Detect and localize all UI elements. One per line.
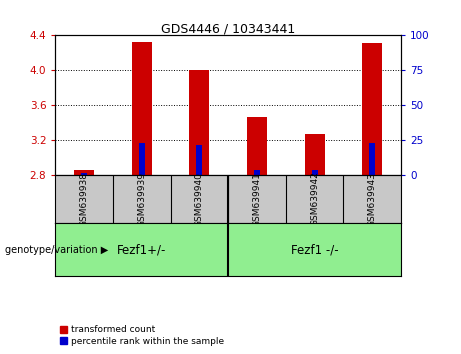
Bar xyxy=(74,170,94,175)
Bar xyxy=(254,170,260,175)
Bar xyxy=(312,170,318,175)
Bar xyxy=(247,116,267,175)
Text: Fezf1 -/-: Fezf1 -/- xyxy=(291,243,338,256)
Text: GSM639939: GSM639939 xyxy=(137,172,146,227)
Bar xyxy=(369,143,375,175)
Text: GSM639938: GSM639938 xyxy=(80,172,89,227)
Text: genotype/variation ▶: genotype/variation ▶ xyxy=(5,245,108,255)
Bar xyxy=(305,134,325,175)
Text: GSM639940: GSM639940 xyxy=(195,172,204,227)
Bar xyxy=(196,144,202,175)
Bar xyxy=(189,70,209,175)
Bar xyxy=(81,173,87,175)
Text: GSM639943: GSM639943 xyxy=(368,172,377,227)
Bar xyxy=(132,41,152,175)
Text: Fezf1+/-: Fezf1+/- xyxy=(117,243,166,256)
Bar xyxy=(362,43,382,175)
Text: GSM639941: GSM639941 xyxy=(253,172,261,227)
Bar xyxy=(139,143,145,175)
Text: GSM639942: GSM639942 xyxy=(310,172,319,227)
Legend: transformed count, percentile rank within the sample: transformed count, percentile rank withi… xyxy=(60,325,224,346)
Title: GDS4446 / 10343441: GDS4446 / 10343441 xyxy=(161,22,296,35)
